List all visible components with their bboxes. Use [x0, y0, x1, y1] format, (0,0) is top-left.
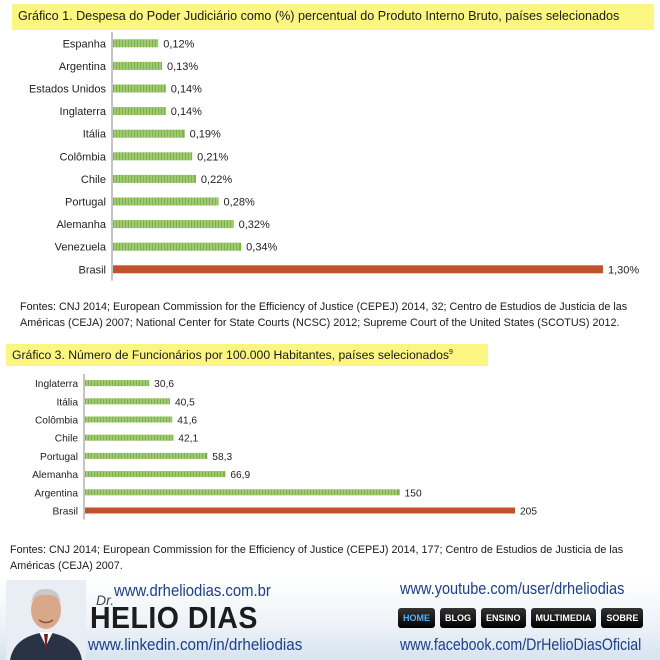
chart1-bar — [113, 129, 185, 138]
chart1-category-label: Itália — [83, 129, 107, 141]
chart1-value-label: 0,32% — [239, 219, 270, 231]
chart2-value-label: 40,5 — [175, 397, 195, 408]
chart1-value-label: 0,14% — [171, 84, 202, 96]
nav-blog-button[interactable]: BLOG — [440, 608, 476, 628]
banner-name: HELIO DIAS — [90, 600, 258, 635]
chart1-value-label: 0,14% — [171, 106, 202, 118]
chart2-value-label: 30,6 — [154, 379, 174, 390]
chart2-category-label: Argentina — [34, 488, 78, 499]
chart2-value-label: 42,1 — [178, 434, 198, 445]
chart2-category-label: Itália — [56, 397, 78, 408]
nav-sobre-button[interactable]: SOBRE — [601, 608, 644, 628]
chart1-category-label: Espanha — [63, 38, 107, 50]
chart1-bar — [113, 174, 196, 183]
website-link[interactable]: www.drheliodias.com.br — [114, 582, 271, 600]
chart2-category-label: Chile — [55, 434, 79, 445]
chart2-category-label: Colômbia — [35, 416, 78, 427]
nav-ensino-button[interactable]: ENSINO — [481, 608, 526, 628]
chart1-value-label: 0,34% — [246, 242, 277, 254]
banner-nav: HOME BLOG ENSINO MULTIMEDIA SOBRE — [398, 608, 644, 628]
facebook-link[interactable]: www.facebook.com/DrHelioDiasOficial — [400, 636, 642, 654]
chart1-category-label: Brasil — [78, 264, 106, 276]
chart2-bar — [85, 507, 515, 514]
chart1-value-label: 1,30% — [608, 264, 639, 276]
chart1-source: Fontes: CNJ 2014; European Commission fo… — [20, 301, 628, 329]
chart1-plot: Espanha 0,12% Argentina 0,13% Estados Unidos… — [29, 32, 639, 281]
chart2-category-label: Alemanha — [32, 470, 78, 481]
linkedin-link[interactable]: www.linkedin.com/in/drheliodias — [88, 636, 303, 654]
chart1-bar — [113, 61, 162, 70]
chart2-value-label: 58,3 — [212, 452, 232, 463]
chart2-source: Fontes: CNJ 2014; European Commission fo… — [10, 544, 624, 572]
chart2-bar — [85, 398, 170, 405]
chart2-value-label: 41,6 — [177, 416, 197, 427]
chart1-category-label: Venezuela — [55, 242, 107, 254]
chart1-bar — [113, 152, 193, 161]
chart1-bar — [113, 242, 242, 251]
chart2-title-text: Gráfico 3. Número de Funcionários por 10… — [12, 348, 449, 362]
chart1-value-label: 0,12% — [163, 38, 194, 50]
chart2-bar — [85, 452, 208, 459]
chart2-title: Gráfico 3. Número de Funcionários por 10… — [6, 344, 488, 366]
chart1-value-label: 0,21% — [197, 151, 228, 163]
chart2-category-label: Inglaterra — [35, 379, 78, 390]
portrait-image — [6, 580, 86, 660]
chart1-bar — [113, 220, 234, 229]
chart2-title-footnote: 9 — [448, 348, 453, 356]
chart1-category-label: Colômbia — [60, 151, 107, 163]
chart1-bar — [113, 265, 603, 274]
chart1-value-label: 0,19% — [190, 129, 221, 141]
chart2-plot: Inglaterra 30,6 Itália 40,5 Colômbia 41,6 Chil… — [32, 374, 537, 520]
chart2-bar — [85, 489, 400, 496]
chart2-value-label: 150 — [405, 488, 422, 499]
chart1-value-label: 0,13% — [167, 61, 198, 73]
chart2-value-label: 205 — [520, 507, 537, 518]
chart2-category-label: Brasil — [53, 507, 78, 518]
banner-dr: Dr. — [96, 592, 115, 608]
youtube-link[interactable]: www.youtube.com/user/drheliodias — [400, 580, 625, 598]
chart1-category-label: Argentina — [59, 61, 107, 73]
nav-multimedia-button[interactable]: MULTIMEDIA — [530, 608, 597, 628]
nav-home-button[interactable]: HOME — [398, 608, 435, 628]
chart2-value-label: 66,9 — [230, 470, 250, 481]
chart2-category-label: Portugal — [40, 452, 78, 463]
chart2-bar — [85, 471, 226, 478]
chart1-category-label: Alemanha — [56, 219, 106, 231]
chart1-category-label: Chile — [81, 174, 106, 186]
chart1-value-label: 0,22% — [201, 174, 232, 186]
chart1-category-label: Inglaterra — [60, 106, 107, 118]
chart1-category-label: Portugal — [65, 197, 106, 209]
chart1-title: Gráfico 1. Despesa do Poder Judiciário c… — [12, 4, 654, 30]
footer-banner: Dr. HELIO DIAS www.drheliodias.com.br ww… — [0, 578, 660, 660]
chart1-value-label: 0,28% — [224, 197, 255, 209]
chart1-category-label: Estados Unidos — [29, 84, 107, 96]
